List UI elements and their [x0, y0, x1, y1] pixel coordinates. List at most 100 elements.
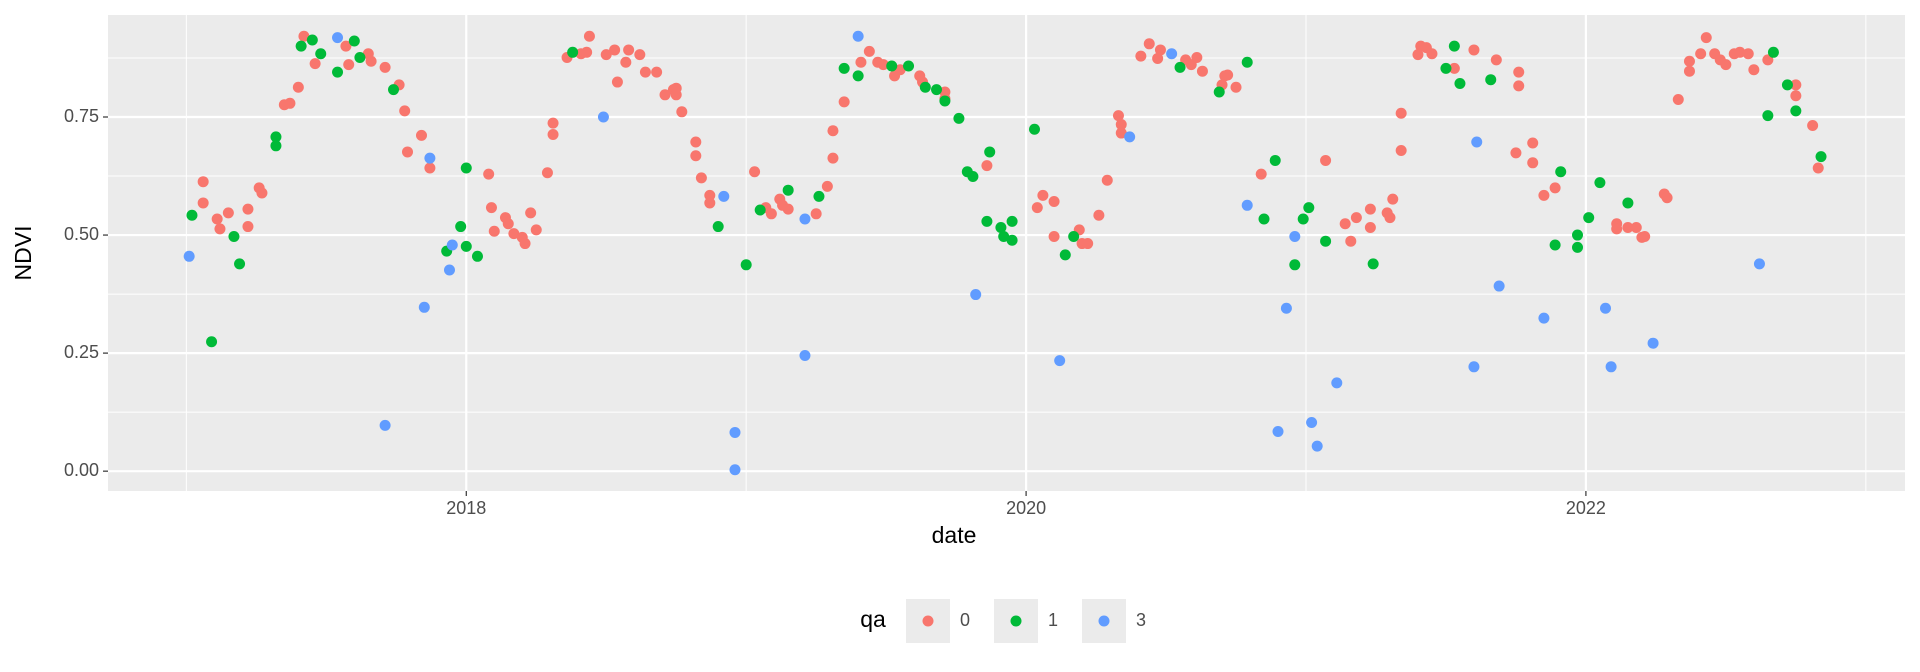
point: [460, 162, 472, 174]
point: [1549, 239, 1561, 251]
point: [659, 89, 671, 101]
point: [1093, 209, 1105, 221]
point: [1807, 120, 1819, 131]
point: [863, 45, 875, 57]
point: [295, 40, 307, 52]
point: [1031, 202, 1043, 214]
point: [1815, 151, 1827, 163]
y-axis-title: NDVI: [10, 226, 36, 281]
point: [1320, 235, 1332, 247]
point: [1115, 127, 1127, 139]
point: [471, 250, 483, 262]
point: [399, 105, 411, 117]
point: [1367, 258, 1379, 270]
point: [1054, 355, 1066, 367]
point: [1269, 154, 1281, 166]
point: [1364, 222, 1376, 233]
point: [749, 166, 761, 178]
point: [1059, 249, 1071, 261]
x-axis-title: date: [932, 522, 977, 548]
point: [821, 180, 833, 192]
point: [1191, 52, 1203, 63]
point: [1241, 199, 1253, 211]
point: [1068, 230, 1080, 242]
y-tick-label: 0.50: [64, 224, 99, 244]
point: [1594, 177, 1606, 189]
point: [838, 96, 850, 108]
point: [1639, 230, 1651, 242]
point: [639, 66, 651, 78]
point: [530, 224, 542, 236]
point: [782, 203, 794, 215]
point: [443, 264, 455, 276]
x-tick-label: 2018: [446, 498, 486, 518]
point: [379, 61, 391, 73]
point: [704, 197, 716, 209]
point: [488, 225, 500, 237]
point: [1812, 162, 1824, 174]
point: [1695, 48, 1707, 60]
point: [424, 152, 436, 164]
point: [197, 197, 209, 209]
point: [1280, 302, 1292, 314]
point: [508, 228, 520, 240]
point: [309, 58, 321, 70]
point: [623, 44, 635, 56]
point: [1753, 258, 1765, 270]
point: [1605, 361, 1617, 373]
point: [1490, 54, 1502, 66]
point: [1350, 212, 1362, 224]
point: [1600, 302, 1611, 314]
point: [877, 59, 889, 71]
point: [1387, 193, 1399, 205]
point: [1762, 54, 1774, 66]
point: [995, 222, 1007, 233]
point: [690, 150, 702, 162]
point: [984, 146, 996, 158]
point: [1485, 74, 1497, 86]
point: [1289, 230, 1301, 242]
point: [1527, 157, 1539, 169]
point: [1426, 48, 1438, 60]
point: [838, 62, 850, 74]
point: [332, 32, 344, 44]
point: [1555, 166, 1567, 178]
point: [1471, 136, 1483, 148]
point: [1331, 377, 1343, 389]
point: [970, 289, 982, 301]
point: [270, 140, 282, 152]
point: [981, 215, 993, 227]
point: [1196, 65, 1208, 77]
point: [197, 176, 209, 188]
point: [415, 129, 427, 141]
point: [211, 213, 223, 225]
point: [998, 230, 1010, 242]
point: [306, 34, 318, 46]
point: [1306, 417, 1318, 429]
point: [455, 221, 467, 233]
point: [782, 184, 794, 196]
point: [765, 208, 777, 220]
point: [967, 171, 979, 182]
point: [424, 162, 436, 174]
point: [483, 168, 495, 180]
point: [1364, 203, 1376, 215]
point: [1622, 222, 1634, 233]
point: [1468, 44, 1480, 56]
point: [1630, 222, 1642, 233]
point: [1395, 145, 1407, 157]
point: [886, 60, 898, 72]
point: [799, 213, 811, 225]
point: [855, 56, 867, 68]
legend-title: qa: [860, 606, 886, 632]
point: [1006, 215, 1018, 227]
y-tick-label: 0.75: [64, 106, 99, 126]
point: [547, 117, 559, 129]
legend-label: 0: [960, 610, 970, 630]
point: [1048, 196, 1060, 208]
point: [729, 464, 741, 476]
plot-panel: [108, 15, 1905, 491]
point: [894, 64, 906, 76]
point: [1048, 230, 1060, 242]
point: [1661, 192, 1673, 204]
